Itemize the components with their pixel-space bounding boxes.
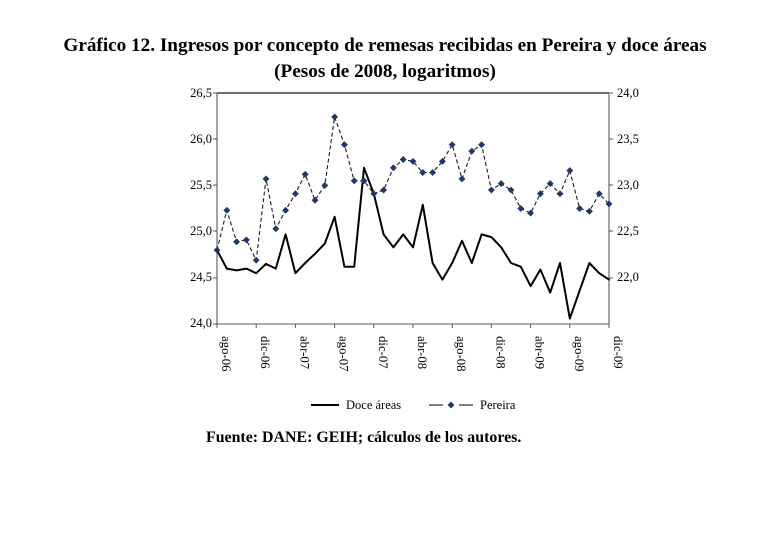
svg-text:23,5: 23,5 [617,132,639,146]
svg-text:abr-09: abr-09 [533,336,547,369]
svg-text:dic-06: dic-06 [258,336,272,369]
svg-text:23,0: 23,0 [617,178,639,192]
svg-text:ago-08: ago-08 [454,336,468,372]
svg-text:dic-07: dic-07 [376,336,390,369]
svg-text:dic-08: dic-08 [493,336,507,369]
svg-text:abr-07: abr-07 [297,336,311,370]
svg-text:22,0: 22,0 [617,270,639,284]
svg-text:26,5: 26,5 [190,86,212,100]
svg-text:22,5: 22,5 [617,224,639,238]
svg-text:ago-09: ago-09 [572,336,586,372]
svg-text:Doce áreas: Doce áreas [346,398,401,412]
svg-text:ago-06: ago-06 [219,336,233,372]
svg-text:25,5: 25,5 [190,178,212,192]
svg-text:Pereira: Pereira [480,398,516,412]
svg-text:24,0: 24,0 [190,316,212,330]
svg-text:abr-08: abr-08 [415,336,429,369]
svg-text:25,0: 25,0 [190,224,212,238]
svg-text:dic-09: dic-09 [611,336,625,369]
svg-text:24,5: 24,5 [190,270,212,284]
svg-text:ago-07: ago-07 [337,336,351,372]
svg-text:26,0: 26,0 [190,132,212,146]
svg-text:24,0: 24,0 [617,86,639,100]
